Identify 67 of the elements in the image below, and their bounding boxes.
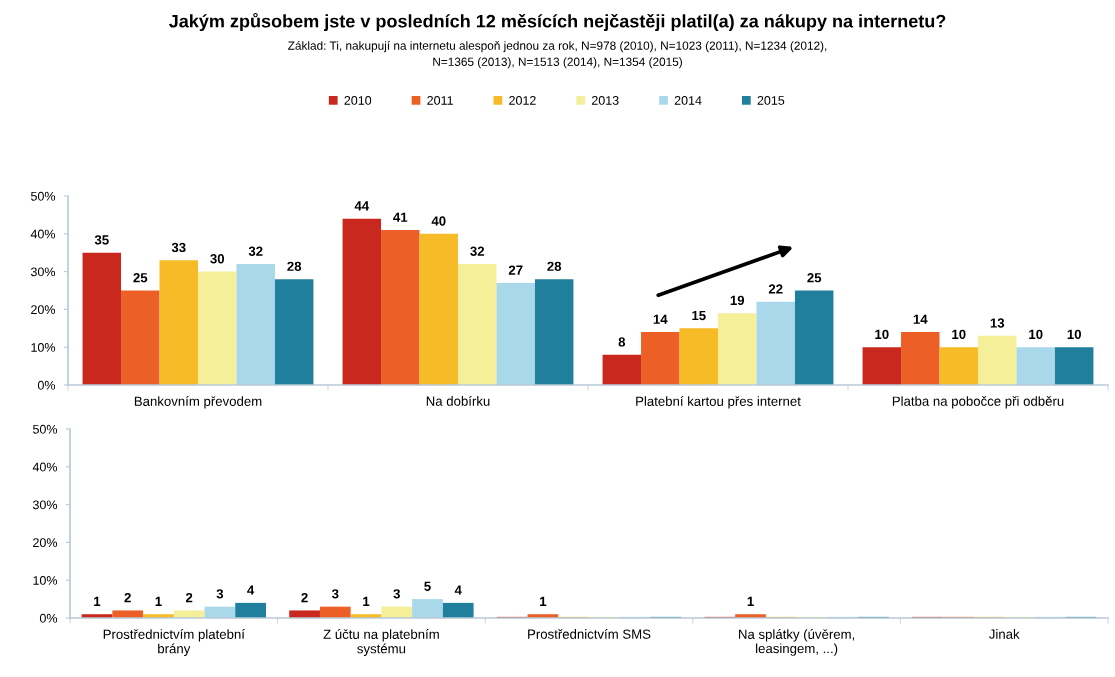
data-label: 25	[133, 272, 148, 283]
data-label: 2	[185, 592, 193, 603]
legend-label: 2014	[674, 96, 702, 105]
y-tick-label: 40%	[32, 462, 58, 472]
y-tick-label: 20%	[33, 538, 58, 548]
x-tick-label: Platba na pobočce při odběru	[892, 396, 1064, 409]
data-label: 2	[301, 592, 308, 603]
y-tick-label: 0%	[37, 380, 56, 390]
data-label: 33	[171, 242, 186, 253]
y-tick-label: 50%	[30, 191, 56, 201]
data-label: 28	[287, 261, 302, 271]
data-label: 44	[354, 201, 370, 211]
legend-label: 2010	[344, 96, 372, 105]
chart-subtitle: Základ: Ti, nakupují na internetu alespoň jednou za rok, N=978 (2010), N=1023 (2011), N=1234 (2012), N=1365 (2013), N=1513 (2014), N=1354 (2015)	[288, 41, 827, 69]
x-tick-label: Prostřednictvím SMS	[528, 628, 651, 639]
x-tick-label: Prostřednictvím platební brány	[103, 629, 245, 656]
data-label: 14	[653, 314, 668, 324]
data-label: 1	[363, 596, 370, 606]
data-label: 3	[393, 589, 400, 599]
data-label: 32	[248, 246, 263, 256]
data-label: 13	[990, 318, 1005, 328]
y-tick-label: 40%	[30, 229, 56, 239]
data-label: 15	[692, 310, 706, 321]
legend-label: 2012	[509, 96, 536, 105]
data-label: 10	[1029, 329, 1043, 340]
y-tick-label: 0%	[39, 613, 58, 623]
data-label: 3	[216, 589, 224, 599]
data-label: 25	[807, 272, 822, 283]
data-label: 10	[952, 329, 966, 340]
data-label: 32	[470, 246, 485, 256]
data-label: 3	[331, 589, 339, 599]
data-label: 30	[210, 254, 225, 264]
data-label: 27	[508, 265, 523, 275]
x-tick-label: Z účtu na platebním systému	[323, 629, 439, 656]
data-label: 22	[768, 284, 783, 294]
y-tick-label: 10%	[31, 343, 56, 352]
data-label: 28	[547, 261, 562, 271]
data-label: 40	[431, 216, 446, 226]
data-label: 35	[94, 235, 109, 245]
data-label: 1	[747, 596, 754, 606]
y-tick-label: 10%	[33, 576, 58, 585]
x-tick-label: Bankovním převodem	[134, 396, 262, 409]
data-label: 10	[875, 329, 889, 340]
legend-label: 2015	[757, 96, 785, 105]
chart-title: Jakým způsobem jste v posledních 12 měsících nejčastěji platil(a) za nákupy na internetu?	[168, 12, 946, 32]
data-label: 1	[540, 596, 547, 606]
data-label: 10	[1067, 329, 1081, 340]
x-tick-label: Platební kartou přes internet	[636, 396, 801, 409]
x-tick-label: Na dobírku	[426, 395, 490, 406]
data-label: 4	[247, 585, 255, 595]
data-label: 19	[730, 295, 745, 306]
legend-label: 2011	[427, 96, 453, 105]
data-label: 4	[454, 585, 462, 595]
x-tick-label: Jinak	[989, 629, 1020, 639]
y-tick-label: 30%	[32, 500, 58, 510]
x-tick-label: Na splátky (úvěrem, leasingem, ...)	[739, 629, 855, 656]
data-label: 1	[94, 596, 101, 606]
legend-label: 2013	[591, 96, 619, 105]
data-label: 41	[393, 212, 408, 222]
data-label: 14	[913, 314, 928, 324]
data-label: 5	[424, 581, 431, 591]
data-label: 1	[155, 596, 162, 606]
y-tick-label: 30%	[30, 267, 56, 277]
data-label: 8	[618, 337, 626, 347]
data-label: 2	[124, 592, 131, 603]
y-tick-label: 50%	[32, 424, 58, 434]
y-tick-label: 20%	[31, 305, 56, 315]
